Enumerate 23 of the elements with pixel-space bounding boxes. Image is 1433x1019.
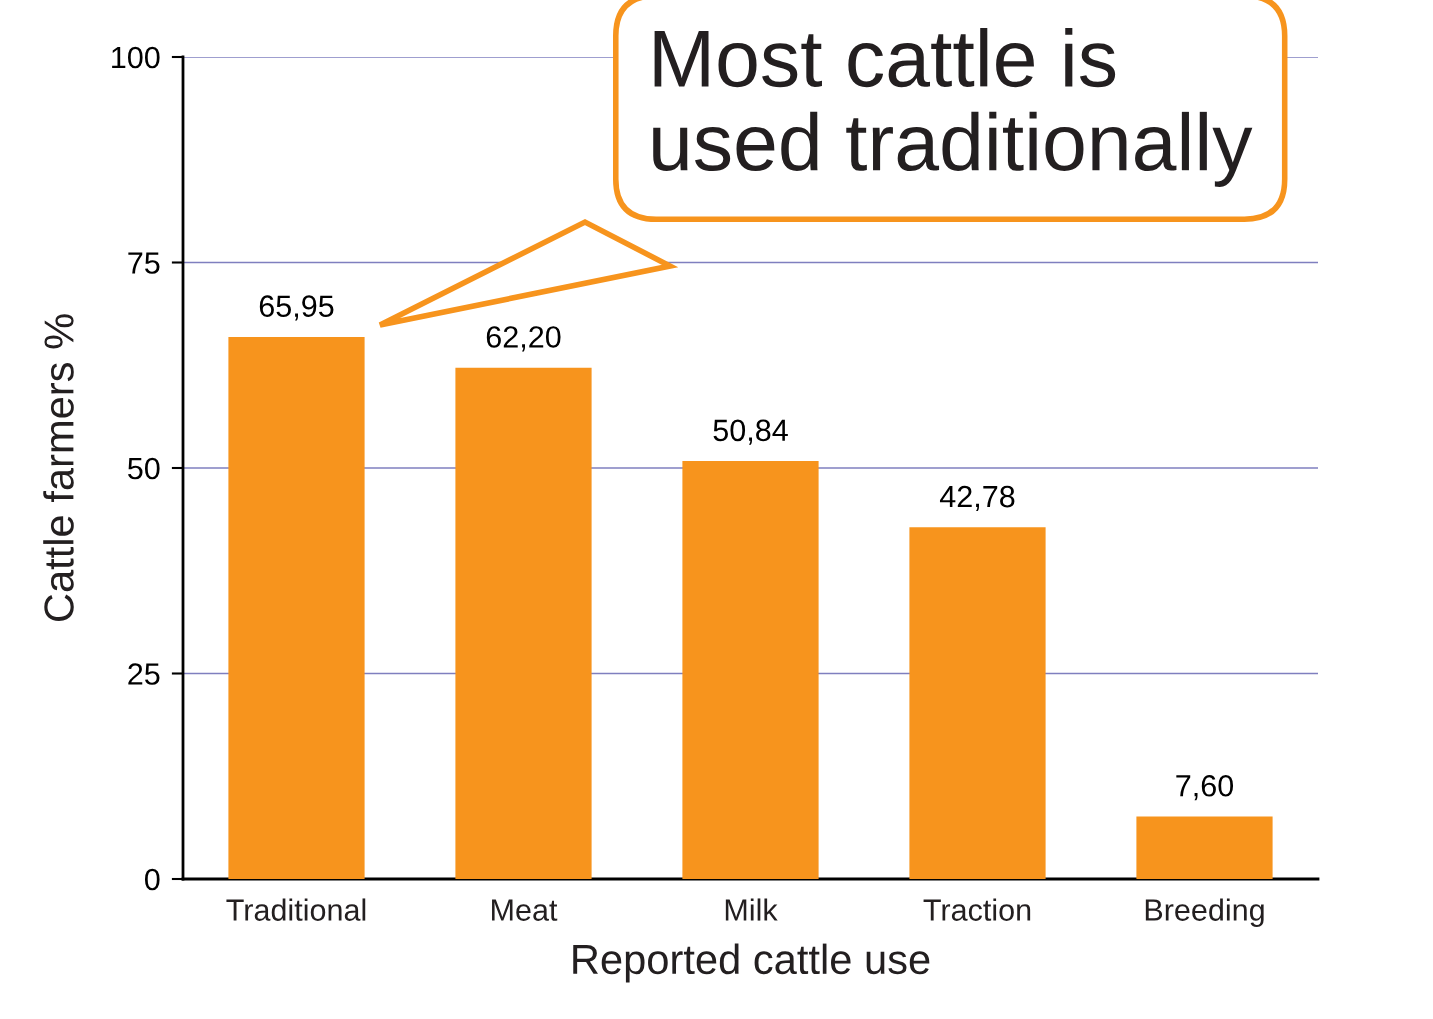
- data-label: 7,60: [1176, 774, 1234, 801]
- y-tick-label: 75: [128, 252, 160, 274]
- x-tick-label: Traction: [923, 898, 1031, 921]
- y-tick-label: 100: [112, 46, 160, 69]
- bar: [228, 336, 365, 879]
- y-tick-label: 25: [128, 663, 160, 685]
- y-tick-label: 50: [128, 457, 160, 480]
- data-label: 65,95: [259, 295, 334, 321]
- annotation: Most cattle is used traditionally: [653, 28, 1253, 187]
- y-axis-title: Cattle farmers %: [43, 314, 74, 622]
- bar: [455, 367, 592, 879]
- x-tick-label: Traditional: [226, 898, 366, 921]
- bar: [909, 527, 1046, 879]
- data-label: 42,78: [939, 485, 1015, 512]
- x-axis-title: Reported cattle use: [573, 943, 930, 983]
- bar: [1136, 816, 1273, 879]
- x-tick-label: Breeding: [1145, 898, 1264, 927]
- data-label: 62,20: [486, 326, 561, 352]
- x-tick-label: Milk: [725, 898, 778, 921]
- y-tick-label: 0: [144, 868, 160, 891]
- x-tick-label: Meat: [492, 899, 558, 921]
- bar: [682, 461, 819, 879]
- data-label: 50,84: [713, 419, 788, 445]
